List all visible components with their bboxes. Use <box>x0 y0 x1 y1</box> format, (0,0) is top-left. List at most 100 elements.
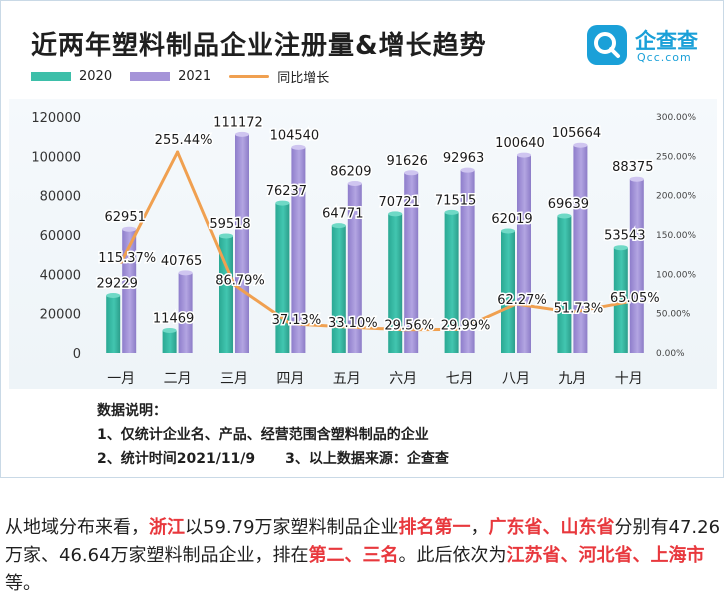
y-left-tick-label: 40000 <box>40 268 81 283</box>
bar-2020-cap <box>557 213 572 219</box>
bar-label-2021: 91626 <box>387 154 428 169</box>
bar-label-2021: 105664 <box>552 126 602 141</box>
growth-label: 29.99% <box>441 318 491 333</box>
y-left-tick-label: 0 <box>73 347 81 362</box>
bar-2021-cap <box>122 226 137 232</box>
notes-line-2: 2、统计时间2021/11/9 3、以上数据来源：企查查 <box>97 447 449 471</box>
bar-2021-cap <box>460 167 475 173</box>
bar-label-2021: 88375 <box>612 160 653 175</box>
bar-label-2021: 62951 <box>105 210 146 225</box>
bar-label-2020: 64771 <box>322 207 363 222</box>
y-right-tick-label: 100.00% <box>656 270 696 280</box>
bar-2021 <box>235 134 249 353</box>
notes-heading: 数据说明： <box>97 403 167 419</box>
bar-label-2020: 76237 <box>266 184 307 199</box>
growth-point <box>176 150 180 154</box>
y-left-tick-label: 100000 <box>31 150 81 165</box>
legend-swatch-2021 <box>130 72 171 81</box>
bar-2020-cap <box>501 228 515 234</box>
paragraph-text-2: 以59.79万家塑料制品企业 <box>185 517 399 538</box>
bar-2020 <box>613 247 628 353</box>
legend-item-growth: 同比增长 <box>229 67 329 86</box>
legend-swatch-2020 <box>31 72 71 81</box>
chart-legend: 2020 2021 同比增长 <box>31 67 329 86</box>
growth-label: 115.37% <box>98 251 156 266</box>
bar-2021 <box>122 229 137 353</box>
y-right-tick-label: 0.00% <box>656 349 685 359</box>
bar-label-2021: 86209 <box>330 164 371 179</box>
bar-2020 <box>219 235 233 353</box>
legend-item-2021: 2021 <box>130 69 211 84</box>
chart-plot: 0 20000 40000 60000 80000 100000 120000 0.00% 50… <box>31 111 696 387</box>
highlight-guangdong-shandong: 广东省、山东省 <box>488 517 615 538</box>
qcc-logo: 企查查 Qcc.com <box>587 25 717 67</box>
highlight-other-provinces: 江苏省、河北省、上海市 <box>506 545 705 566</box>
qcc-logo-sub: Qcc.com <box>637 51 692 64</box>
bar-2021 <box>629 179 644 353</box>
legend-label-2021: 2021 <box>178 69 212 84</box>
bar-2021-cap <box>178 270 193 276</box>
bar-2021 <box>517 155 531 353</box>
growth-line <box>119 150 630 332</box>
paragraph-text-3: ， <box>470 517 489 538</box>
bar-2021-cap <box>629 176 644 182</box>
article-paragraph: 从地域分布来看，浙江以59.79万家塑料制品企业排名第一，广东省、山东省分别有4… <box>5 514 721 598</box>
x-tick-label: 九月 <box>558 371 586 387</box>
bar-2021-cap <box>291 144 306 150</box>
bar-2020-cap <box>388 211 403 217</box>
notes-line-2b: 3、以上数据来源：企查查 <box>285 451 449 467</box>
growth-point <box>232 283 236 287</box>
bar-2020 <box>388 213 403 353</box>
bar-2021 <box>404 172 419 353</box>
x-tick-label: 一月 <box>107 371 135 387</box>
bar-2020-cap <box>331 223 346 229</box>
bar-2020-cap <box>162 327 177 333</box>
bar-2020-cap <box>444 209 459 215</box>
y-left-tick-label: 80000 <box>40 190 81 205</box>
y-right-tick-label: 150.00% <box>656 231 696 241</box>
legend-label-2020: 2020 <box>79 69 113 84</box>
qcc-logo-name: 企查查 <box>635 29 698 53</box>
bar-label-2021: 100640 <box>495 136 545 151</box>
bar-label-2021: 40765 <box>161 254 202 269</box>
growth-label: 65.05% <box>610 291 660 306</box>
bar-label-2021: 111172 <box>213 115 263 130</box>
highlight-rank-first: 排名第一 <box>398 517 471 538</box>
bar-2020-cap <box>106 293 121 299</box>
bar-2021 <box>573 145 588 353</box>
y-left-tick-label: 120000 <box>31 111 81 126</box>
growth-point <box>627 300 631 304</box>
bar-2020-cap <box>613 245 628 251</box>
y-left-tick-label: 20000 <box>40 308 81 323</box>
x-tick-label: 六月 <box>389 371 417 387</box>
y-right-tick-label: 50.00% <box>656 310 691 320</box>
bar-2021 <box>347 183 362 353</box>
x-tick-label: 二月 <box>164 371 192 387</box>
qcc-logo-icon <box>587 25 627 65</box>
bar-2021 <box>178 272 193 353</box>
data-notes: 数据说明： 1、仅统计企业名、产品、经营范围含塑料制品的企业 2、统计时间202… <box>97 399 449 471</box>
y-right-tick-label: 250.00% <box>656 152 696 162</box>
bar-2021-cap <box>404 170 419 176</box>
bar-label-2020: 53543 <box>604 229 645 244</box>
bar-2020-cap <box>219 233 233 239</box>
bar-label-2020: 62019 <box>491 212 532 227</box>
legend-item-2020: 2020 <box>31 69 112 84</box>
growth-point <box>570 310 574 314</box>
bar-label-2021: 92963 <box>443 151 484 166</box>
y-right-tick-label: 300.00% <box>656 113 696 123</box>
chart-card: 近两年塑料制品企业注册量&增长趋势 2020 2021 同比增长 企查查 Qcc… <box>0 0 724 478</box>
legend-line-growth <box>229 75 270 78</box>
bar-2020 <box>557 216 572 353</box>
bar-label-2020: 70721 <box>379 195 420 210</box>
bar-2020 <box>275 203 290 353</box>
bar-label-2020: 11469 <box>153 311 194 326</box>
growth-label: 37.13% <box>272 313 322 328</box>
growth-label: 86.79% <box>215 274 265 289</box>
x-tick-label: 七月 <box>446 371 474 387</box>
paragraph-text-5: 。此后依次为 <box>398 545 507 566</box>
bar-2020 <box>501 231 515 353</box>
chart-title: 近两年塑料制品企业注册量&增长趋势 <box>31 31 487 61</box>
y-right-tick-label: 200.00% <box>656 192 696 202</box>
bar-label-2020: 59518 <box>209 217 250 232</box>
